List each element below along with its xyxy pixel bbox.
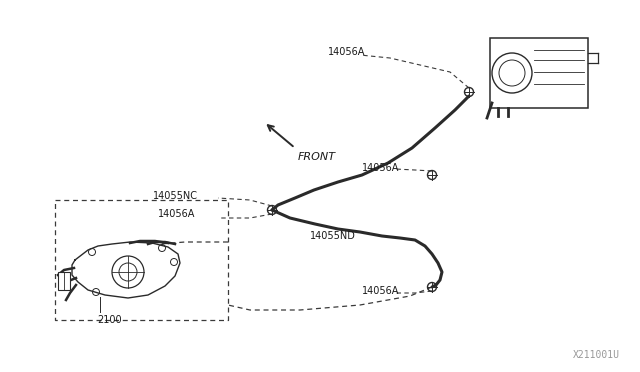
Text: 14055ND: 14055ND: [310, 231, 356, 241]
Text: 14056A: 14056A: [362, 163, 399, 173]
Text: 14056A: 14056A: [158, 209, 195, 219]
Text: X211001U: X211001U: [573, 350, 620, 360]
Bar: [490, 38, 588, 108]
Polygon shape: [72, 242, 180, 298]
Bar: [58, 272, 70, 290]
Text: 14055NC: 14055NC: [153, 191, 198, 201]
Text: 2100: 2100: [97, 315, 122, 325]
Text: 14056A: 14056A: [328, 47, 365, 57]
Text: FRONT: FRONT: [298, 152, 336, 162]
Text: 14056A: 14056A: [362, 286, 399, 296]
